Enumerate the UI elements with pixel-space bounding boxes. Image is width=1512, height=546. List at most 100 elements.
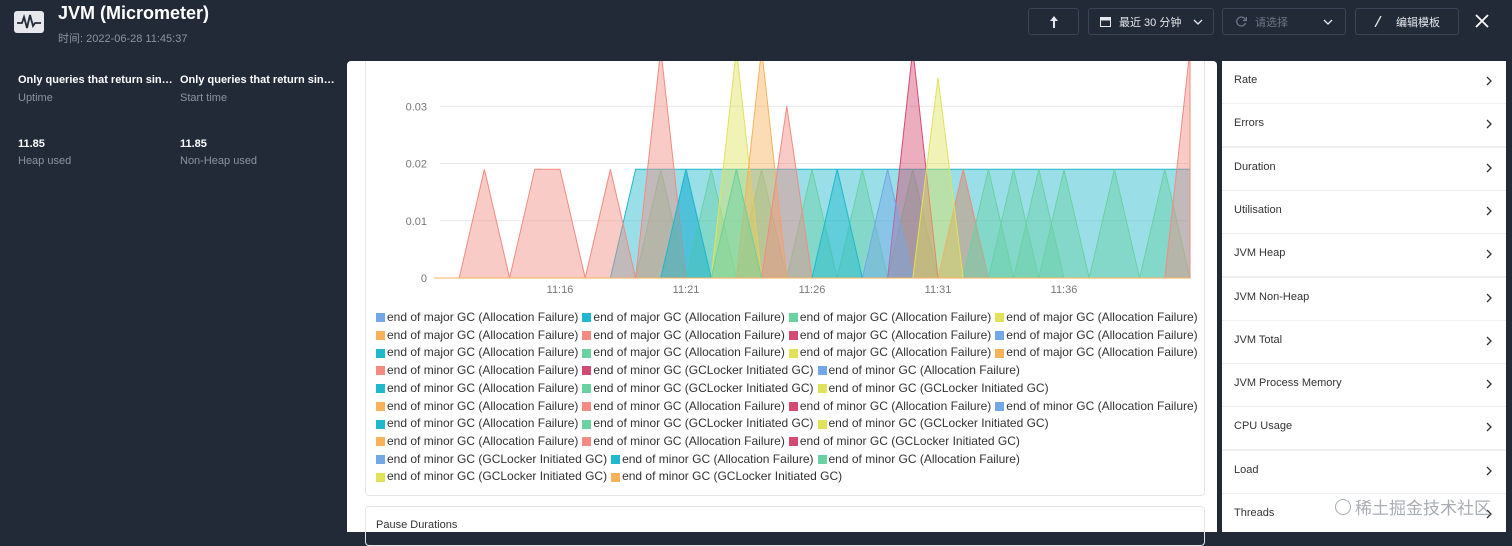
legend-label: end of minor GC (Allocation Failure) (828, 363, 1020, 378)
legend-item: end of minor GC (Allocation Failure) (376, 362, 578, 380)
menu-item[interactable]: CPU Usage (1222, 407, 1506, 450)
legend-label: end of minor GC (Allocation Failure) (387, 398, 579, 413)
chevron (1486, 509, 1492, 519)
menu-item[interactable]: Rate (1222, 61, 1506, 103)
chevron-shape (1486, 379, 1492, 389)
menu-item[interactable]: JVM Total (1222, 320, 1506, 363)
menu-label: JVM Process Memory (1234, 377, 1342, 390)
chevron-shape (1486, 466, 1492, 476)
menu-label: Duration (1234, 160, 1276, 173)
legend-item: end of minor GC (GCLocker Initiated GC) (611, 468, 842, 486)
legend-swatch (788, 401, 798, 411)
legend-swatch (817, 454, 827, 464)
legend-item: end of major GC (Allocation Failure) (788, 344, 991, 362)
legend-item: end of major GC (Allocation Failure) (582, 309, 785, 327)
menu-label: Errors (1234, 117, 1264, 130)
menu-label: JVM Non-Heap (1234, 290, 1310, 303)
close-button[interactable] (1475, 14, 1489, 28)
legend-label: end of minor GC (Allocation Failure) (828, 451, 1020, 466)
legend-swatch (582, 366, 592, 376)
legend-swatch (582, 313, 592, 323)
legend-label: end of minor GC (Allocation Failure) (799, 398, 992, 413)
chevron (1486, 336, 1492, 346)
legend-swatch (582, 384, 592, 394)
menu-label: JVM Total (1234, 333, 1283, 346)
menu-item[interactable]: Utilisation (1222, 190, 1506, 233)
legend-swatch (995, 401, 1005, 411)
legend-swatch (582, 348, 592, 358)
legend-label: end of minor GC (GCLocker Initiated GC) (593, 363, 814, 378)
legend-swatch (376, 331, 385, 341)
edit-template: 编辑模板 (1396, 16, 1440, 29)
legend-item: end of minor GC (Allocation Failure) (582, 398, 785, 416)
menu-item[interactable]: Load (1222, 450, 1506, 493)
x-tick-label: 11:36 (1051, 284, 1078, 296)
chevron (1486, 249, 1492, 259)
legend-swatch (376, 348, 385, 358)
chevron (1486, 293, 1492, 302)
legend-swatch (995, 331, 1005, 341)
legend-item: end of major GC (Allocation Failure) (376, 344, 578, 362)
legend-swatch (376, 454, 385, 464)
legend-item: end of minor GC (Allocation Failure) (582, 433, 785, 451)
legend-label: end of major GC (Allocation Failure) (387, 327, 579, 342)
legend-label: end of minor GC (Allocation Failure) (387, 363, 579, 378)
legend-item: end of minor GC (Allocation Failure) (376, 398, 578, 416)
y-tick-label: 0.03 (406, 101, 427, 113)
menu-item[interactable]: Errors (1222, 104, 1506, 147)
chevron-shape (1486, 76, 1492, 86)
legend-item: end of major GC (Allocation Failure) (788, 309, 991, 327)
menu-label: CPU Usage (1234, 420, 1293, 433)
legend-item: end of major GC (Allocation Failure) (582, 327, 785, 345)
legend-swatch (376, 366, 385, 376)
legend-label: end of major GC (Allocation Failure) (1006, 327, 1198, 342)
x-tick-label: 11:31 (925, 284, 952, 296)
menu-label: Utilisation (1234, 203, 1282, 216)
legend-label: end of minor GC (Allocation Failure) (387, 416, 579, 431)
menu-item[interactable]: Threads (1222, 494, 1506, 532)
legend-label: end of major GC (Allocation Failure) (593, 345, 785, 360)
legend-swatch (582, 401, 592, 411)
chevron-shape (1486, 336, 1492, 346)
menu-item[interactable]: Duration (1222, 147, 1506, 190)
legend-swatch (582, 437, 592, 447)
legend-swatch (817, 384, 827, 394)
legend-swatch (788, 331, 798, 341)
legend-swatch (582, 419, 592, 429)
stat-value: 11.85 (18, 138, 45, 150)
menu-label: Load (1234, 463, 1259, 476)
legend-label: end of minor GC (Allocation Failure) (593, 398, 785, 413)
time-range-button[interactable]: 最近 30 分钟 (1088, 8, 1214, 35)
legend-label: end of minor GC (GCLocker Initiated GC) (799, 433, 1020, 448)
legend-item: end of minor GC (Allocation Failure) (376, 433, 578, 451)
legend-label: end of minor GC (GCLocker Initiated GC) (828, 416, 1049, 431)
menu-item[interactable]: JVM Process Memory (1222, 364, 1506, 407)
chevron-shape (1486, 249, 1492, 259)
stat-value: 11.85 (180, 138, 207, 150)
time-range: 最近 30 分钟 (1119, 16, 1182, 29)
legend-label: end of major GC (Allocation Failure) (799, 327, 992, 342)
legend-label: end of minor GC (GCLocker Initiated GC) (828, 380, 1049, 395)
menu-label: Rate (1234, 74, 1258, 86)
edit-template-button[interactable]: 编辑模板 (1355, 8, 1459, 35)
chevron (1486, 466, 1492, 476)
legend-swatch (376, 472, 385, 482)
legend-label: end of minor GC (Allocation Failure) (593, 433, 785, 448)
menu-item[interactable]: JVM Heap (1222, 234, 1506, 277)
legend-swatch (817, 419, 827, 429)
legend-item: end of minor GC (Allocation Failure) (817, 362, 1020, 380)
chevron-shape (1486, 119, 1492, 129)
legend-item: end of minor GC (Allocation Failure) (376, 415, 578, 433)
legend-label: end of minor GC (GCLocker Initiated GC) (387, 451, 608, 466)
legend-label: end of major GC (Allocation Failure) (1006, 345, 1198, 360)
legend-swatch (817, 366, 827, 376)
legend-item: end of minor GC (GCLocker Initiated GC) (582, 415, 814, 433)
menu-item[interactable]: JVM Non-Heap (1222, 277, 1506, 320)
stat-label: Heap used (18, 155, 72, 167)
share-button[interactable] (1028, 8, 1079, 35)
refresh-select[interactable]: 请选择 (1222, 8, 1346, 35)
stat-label: Non-Heap used (180, 155, 258, 167)
legend-swatch (788, 348, 798, 358)
legend-item: end of minor GC (GCLocker Initiated GC) (582, 362, 814, 380)
legend-swatch (376, 313, 385, 323)
